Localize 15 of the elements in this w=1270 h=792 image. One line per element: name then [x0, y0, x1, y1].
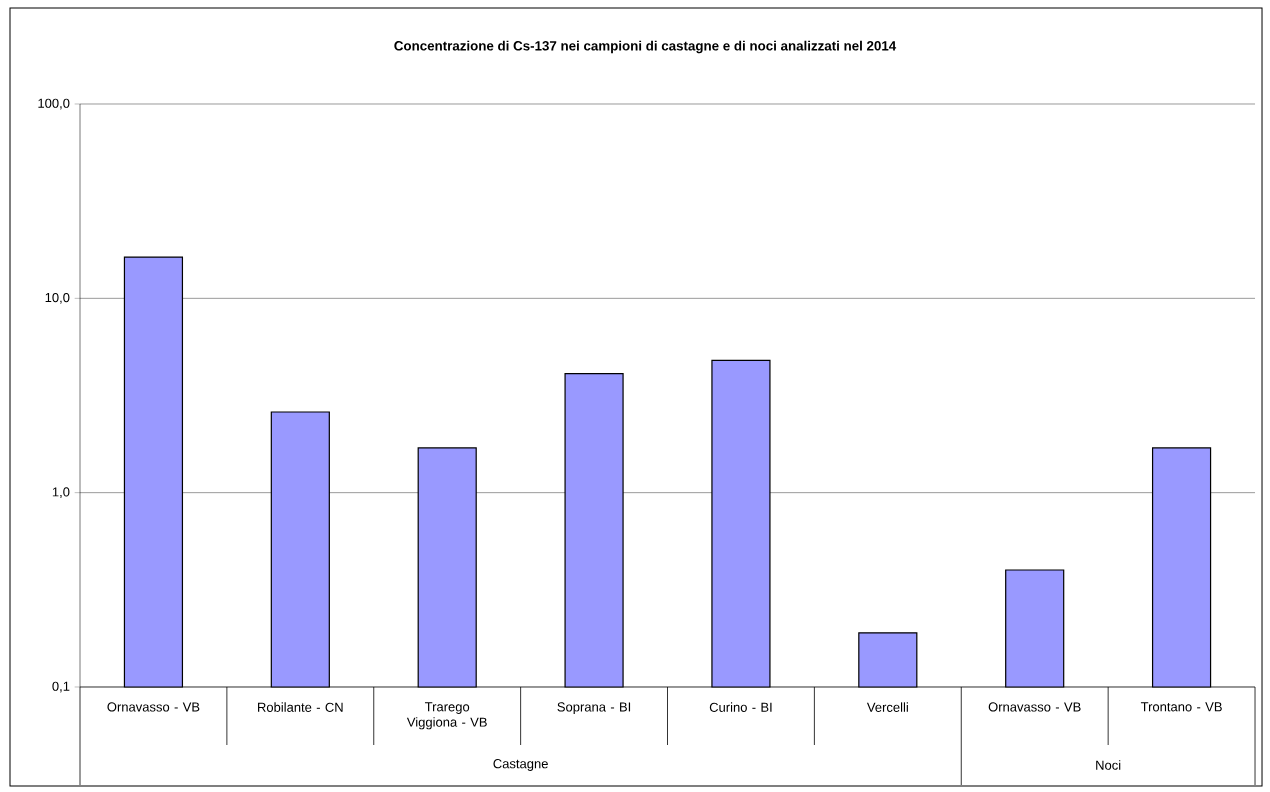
x-tick-label: Curino - BI [709, 702, 772, 712]
text: Castagne [493, 759, 548, 771]
x-tick-label: Ornavasso - VB [988, 702, 1081, 712]
x-tick-label: Robilante - CN [258, 702, 343, 712]
x-tick-label: Trarego Viggiona - VB [406, 702, 487, 730]
x-tick-label: Vercelli [866, 702, 908, 712]
x-tick-label: Trontano - VB [1140, 702, 1222, 712]
y-tick-label: 10,0 [45, 292, 70, 304]
y-tick-label: 1,0 [52, 487, 70, 499]
y-tick-label: 100,0 [38, 98, 70, 110]
x-tick-label: Ornavasso - VB [107, 702, 200, 712]
text: Noci [1096, 760, 1121, 770]
chart-title: Concentrazione di Cs-137 nei campioni di castagne e di noci analizzati nel 2014 [394, 40, 897, 54]
x-tick-label: Soprana - BI [557, 702, 631, 715]
y-tick-label: 0,1 [52, 681, 70, 693]
